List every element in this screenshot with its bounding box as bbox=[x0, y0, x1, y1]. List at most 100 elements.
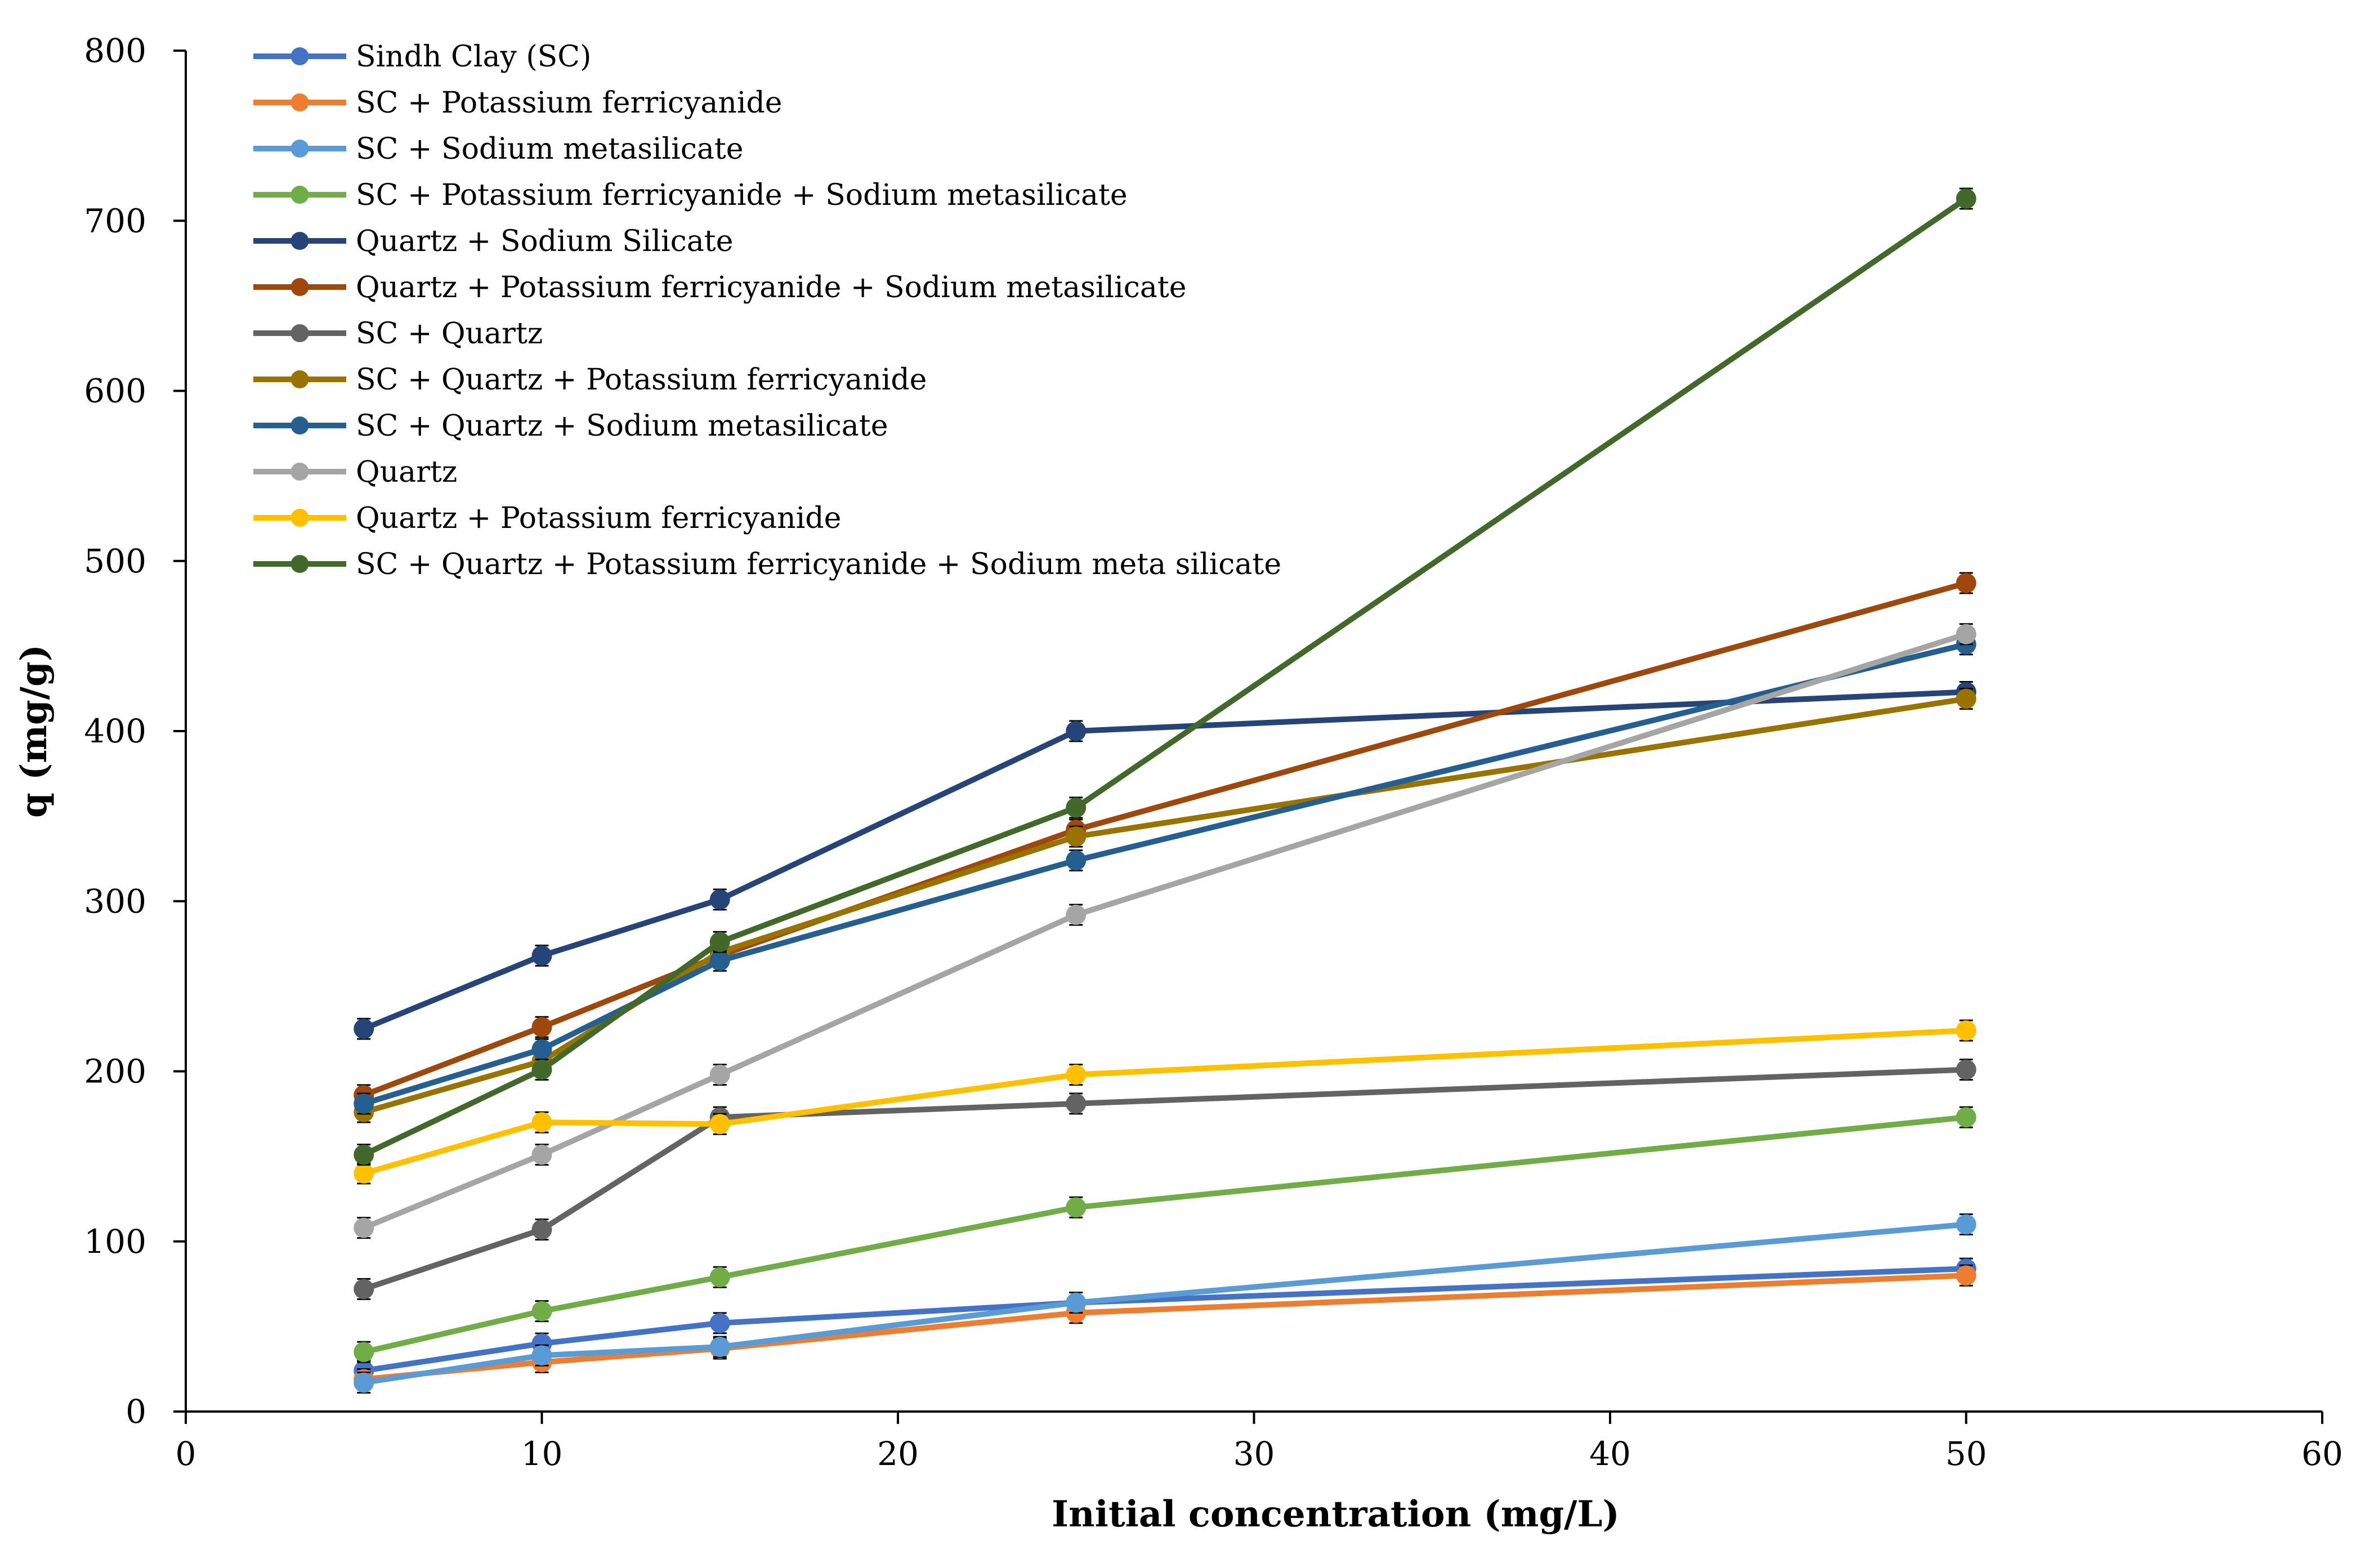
legend-label: SC + Quartz + Potassium ferricyanide bbox=[356, 363, 927, 397]
legend-entry: SC + Quartz + Potassium ferricyanide + S… bbox=[253, 548, 1281, 581]
y-tick-label: 600 bbox=[84, 372, 146, 410]
legend-entry: SC + Sodium metasilicate bbox=[253, 132, 744, 166]
data-point bbox=[1956, 1020, 1977, 1041]
legend-swatch-marker bbox=[290, 370, 309, 388]
series-layer bbox=[354, 187, 1977, 1394]
legend-label: SC + Potassium ferricyanide + Sodium met… bbox=[356, 178, 1128, 212]
data-point bbox=[1956, 188, 1977, 209]
series-10 bbox=[354, 623, 1977, 1239]
legend-swatch-marker bbox=[290, 93, 309, 111]
data-point bbox=[531, 1219, 552, 1240]
legend-label: Quartz + Sodium Silicate bbox=[356, 225, 733, 258]
data-point bbox=[1066, 826, 1087, 847]
data-point bbox=[354, 1342, 374, 1363]
legend-entry: Quartz + Potassium ferricyanide + Sodium… bbox=[253, 271, 1187, 304]
y-tick-label: 100 bbox=[84, 1222, 146, 1261]
y-tick-label: 700 bbox=[84, 201, 146, 240]
x-axis-title: Initial concentration (mg/L) bbox=[1052, 1493, 1620, 1535]
data-point bbox=[1066, 1093, 1087, 1114]
legend-entry: SC + Quartz + Sodium metasilicate bbox=[253, 409, 888, 443]
series-1 bbox=[354, 1257, 1977, 1382]
series-line bbox=[363, 641, 1967, 1106]
y-tick-label: 200 bbox=[84, 1052, 146, 1091]
data-point bbox=[531, 1059, 552, 1080]
legend-swatch-marker bbox=[290, 186, 309, 204]
legend-swatch-marker bbox=[290, 324, 309, 342]
x-tick-label: 10 bbox=[521, 1435, 563, 1473]
legend-label: SC + Quartz + Potassium ferricyanide + S… bbox=[356, 548, 1281, 581]
data-point bbox=[354, 1144, 374, 1165]
legend-label: SC + Sodium metasilicate bbox=[356, 132, 744, 166]
data-point bbox=[709, 889, 730, 910]
data-point bbox=[709, 1064, 730, 1085]
data-point bbox=[354, 1163, 374, 1184]
legend: Sindh Clay (SC) SC + Potassium ferricyani… bbox=[253, 40, 1281, 581]
series-8 bbox=[354, 688, 1977, 1123]
series-line bbox=[363, 1114, 1967, 1355]
legend-swatch-marker bbox=[290, 278, 309, 296]
data-point bbox=[1956, 688, 1977, 709]
data-point bbox=[354, 1372, 374, 1393]
legend-entry: SC + Potassium ferricyanide + Sodium met… bbox=[253, 178, 1128, 212]
data-point bbox=[531, 1112, 552, 1133]
legend-entry: Quartz + Sodium Silicate bbox=[253, 225, 733, 258]
series-7 bbox=[354, 1058, 1977, 1300]
series-12 bbox=[354, 187, 1977, 1166]
y-axis-title: q (mg/g) bbox=[13, 644, 55, 818]
legend-swatch-marker bbox=[290, 232, 309, 250]
x-tick-label: 60 bbox=[2301, 1435, 2343, 1473]
legend-swatch-marker bbox=[290, 509, 309, 527]
y-tick-label: 400 bbox=[84, 712, 146, 750]
x-tick-label: 20 bbox=[877, 1435, 919, 1473]
data-point bbox=[354, 1279, 374, 1300]
legend-swatch-marker bbox=[290, 140, 309, 158]
series-2 bbox=[354, 1264, 1977, 1391]
data-point bbox=[531, 945, 552, 966]
series-line bbox=[363, 196, 1968, 1158]
data-point bbox=[1956, 1265, 1977, 1286]
data-point bbox=[1956, 1059, 1977, 1080]
legend-label: SC + Quartz bbox=[356, 317, 543, 351]
series-3 bbox=[354, 1213, 1977, 1394]
legend-entry: SC + Quartz bbox=[253, 317, 543, 351]
data-point bbox=[1956, 624, 1977, 644]
legend-entry: SC + Quartz + Potassium ferricyanide bbox=[253, 363, 927, 397]
legend-label: Quartz + Potassium ferricyanide + Sodium… bbox=[356, 271, 1187, 304]
axes: 0 100 200 300 400 500 600 700 800 0 10 20 30 40 50 60 bbox=[84, 32, 2343, 1473]
series-4 bbox=[354, 1106, 1977, 1363]
data-point bbox=[1066, 850, 1087, 871]
series-line bbox=[363, 1067, 1966, 1292]
y-tick-label: 0 bbox=[126, 1392, 146, 1431]
data-point bbox=[354, 1018, 374, 1039]
data-point bbox=[1956, 573, 1977, 594]
legend-entry: SC + Potassium ferricyanide bbox=[253, 86, 783, 120]
data-point bbox=[1066, 1064, 1087, 1085]
x-tick-label: 30 bbox=[1233, 1435, 1275, 1473]
y-tick-label: 300 bbox=[84, 882, 146, 920]
y-tick-label: 800 bbox=[84, 32, 146, 70]
data-point bbox=[1066, 721, 1087, 741]
y-tick-label: 500 bbox=[84, 542, 146, 580]
legend-swatch-marker bbox=[290, 555, 309, 573]
series-line bbox=[363, 689, 1966, 1032]
legend-swatch-marker bbox=[290, 47, 309, 65]
data-point bbox=[709, 1267, 730, 1288]
data-point bbox=[1956, 1107, 1977, 1128]
x-tick-label: 0 bbox=[176, 1435, 196, 1473]
data-point bbox=[709, 951, 730, 971]
legend-label: Quartz bbox=[356, 455, 457, 489]
legend-entry: Quartz + Potassium ferricyanide bbox=[253, 501, 841, 535]
data-point bbox=[531, 1345, 552, 1366]
data-point bbox=[709, 1114, 730, 1135]
legend-entry: Quartz bbox=[253, 455, 457, 489]
legend-swatch-marker bbox=[290, 416, 309, 434]
x-tick-label: 50 bbox=[1946, 1435, 1987, 1473]
data-point bbox=[531, 1301, 552, 1321]
legend-entry: Sindh Clay (SC) bbox=[253, 40, 591, 74]
legend-label: SC + Quartz + Sodium metasilicate bbox=[356, 409, 888, 443]
data-point bbox=[1066, 1292, 1087, 1313]
series-line bbox=[363, 696, 1967, 1115]
data-point bbox=[531, 1039, 552, 1060]
